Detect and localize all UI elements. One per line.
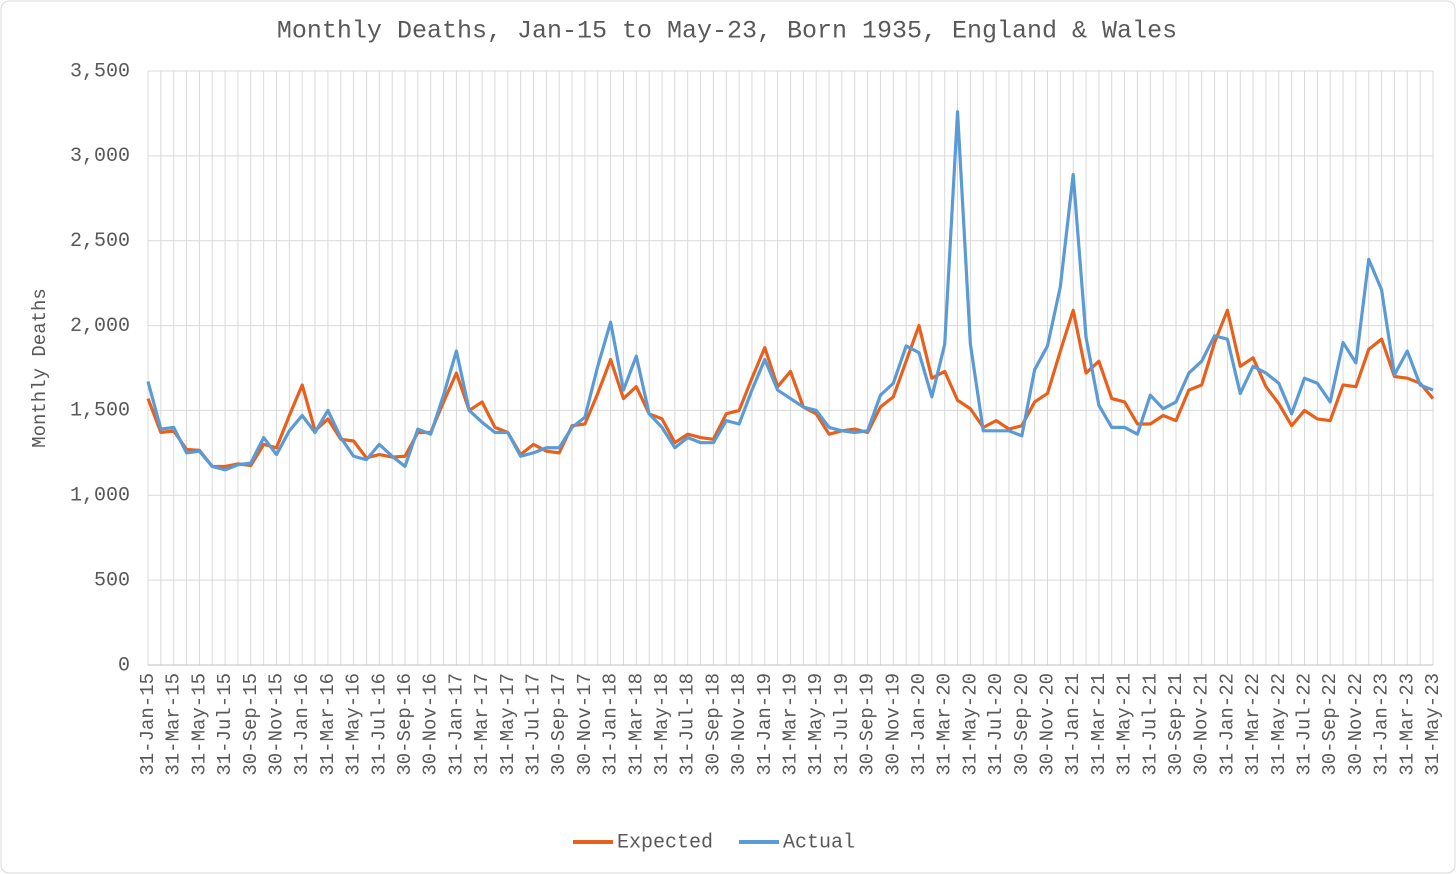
- x-tick-label: 31-Jan-18: [600, 673, 622, 776]
- x-tick-label: 31-Mar-17: [471, 673, 493, 776]
- x-tick-label: 31-May-19: [805, 673, 827, 776]
- y-tick-label: 3,000: [70, 145, 130, 168]
- series-line: [146, 110, 1434, 472]
- y-tick-label: 0: [118, 654, 130, 677]
- x-tick-label: 30-Nov-22: [1345, 673, 1367, 776]
- x-tick-label: 31-Jul-16: [368, 673, 390, 776]
- x-tick-label: 30-Sep-21: [1165, 673, 1187, 776]
- x-tick-label: 31-May-23: [1422, 673, 1444, 776]
- x-tick-label: 30-Nov-15: [266, 673, 288, 776]
- y-tick-label: 3,500: [70, 60, 130, 83]
- x-tick-label: 30-Nov-21: [1191, 673, 1213, 776]
- x-tick-label: 31-Jan-20: [908, 673, 930, 776]
- y-tick-label: 2,000: [70, 315, 130, 338]
- y-tick-label: 500: [94, 569, 130, 592]
- x-tick-label: 31-Mar-21: [1088, 673, 1110, 776]
- x-tick-label: 31-Mar-19: [780, 673, 802, 776]
- x-tick-label: 31-Jul-18: [677, 673, 699, 776]
- x-tick-label: 31-Jan-16: [291, 673, 313, 776]
- x-tick-label: 31-May-21: [1114, 673, 1136, 776]
- series-line: [146, 308, 1435, 469]
- x-tick-label: 31-Jul-15: [214, 673, 236, 776]
- x-tick-label: 31-Jan-21: [1062, 673, 1084, 776]
- x-tick-label: 31-Jul-17: [523, 673, 545, 776]
- x-tick-label: 31-Jan-23: [1371, 673, 1393, 776]
- x-tick-label: 31-Jan-22: [1216, 673, 1238, 776]
- y-tick-label: 1,000: [70, 485, 130, 508]
- x-tick-label: 31-Jan-19: [754, 673, 776, 776]
- x-tick-label: 31-Jan-17: [445, 673, 467, 776]
- x-tick-label: 31-Jul-21: [1139, 673, 1161, 776]
- x-tick-label: 30-Nov-20: [1037, 673, 1059, 776]
- x-tick-label: 30-Sep-20: [1011, 673, 1033, 776]
- chart-title: Monthly Deaths, Jan-15 to May-23, Born 1…: [277, 17, 1177, 46]
- y-tick-label: 2,500: [70, 230, 130, 253]
- x-tick-label: 30-Sep-15: [240, 673, 262, 776]
- x-tick-label: 30-Nov-19: [882, 673, 904, 776]
- legend-label: Actual: [783, 831, 855, 854]
- x-tick-label: 31-Mar-15: [163, 673, 185, 776]
- x-tick-label: 30-Sep-16: [394, 673, 416, 776]
- x-tick-label: 31-May-20: [959, 673, 981, 776]
- x-tick-label: 31-May-17: [497, 673, 519, 776]
- x-tick-label: 30-Sep-18: [702, 673, 724, 776]
- legend-label: Expected: [617, 831, 713, 854]
- x-tick-label: 31-Mar-23: [1396, 673, 1418, 776]
- x-tick-label: 30-Sep-17: [548, 673, 570, 776]
- x-tick-label: 31-May-22: [1268, 673, 1290, 776]
- y-axis-label: Monthly Deaths: [29, 288, 51, 448]
- x-tick-label: 31-Mar-22: [1242, 673, 1264, 776]
- x-tick-label: 31-May-18: [651, 673, 673, 776]
- plot: [146, 110, 1435, 472]
- x-tick-label: 31-Mar-16: [317, 673, 339, 776]
- x-tick-label: 31-Jul-20: [985, 673, 1007, 776]
- x-tick-label: 30-Nov-18: [728, 673, 750, 776]
- x-tick-label: 30-Nov-16: [420, 673, 442, 776]
- x-tick-label: 30-Sep-22: [1319, 673, 1341, 776]
- x-tick-label: 30-Nov-17: [574, 673, 596, 776]
- x-tick-label: 30-Sep-19: [857, 673, 879, 776]
- x-tick-label: 31-Mar-18: [625, 673, 647, 776]
- x-tick-label: 31-Jul-22: [1294, 673, 1316, 776]
- x-tick-label: 31-Jul-19: [831, 673, 853, 776]
- x-tick-label: 31-May-15: [188, 673, 210, 776]
- x-tick-label: 31-May-16: [343, 673, 365, 776]
- x-tick-label: 31-Mar-20: [934, 673, 956, 776]
- grid: [147, 70, 1434, 666]
- x-tick-label: 31-Jan-15: [137, 673, 159, 776]
- y-tick-label: 1,500: [70, 400, 130, 423]
